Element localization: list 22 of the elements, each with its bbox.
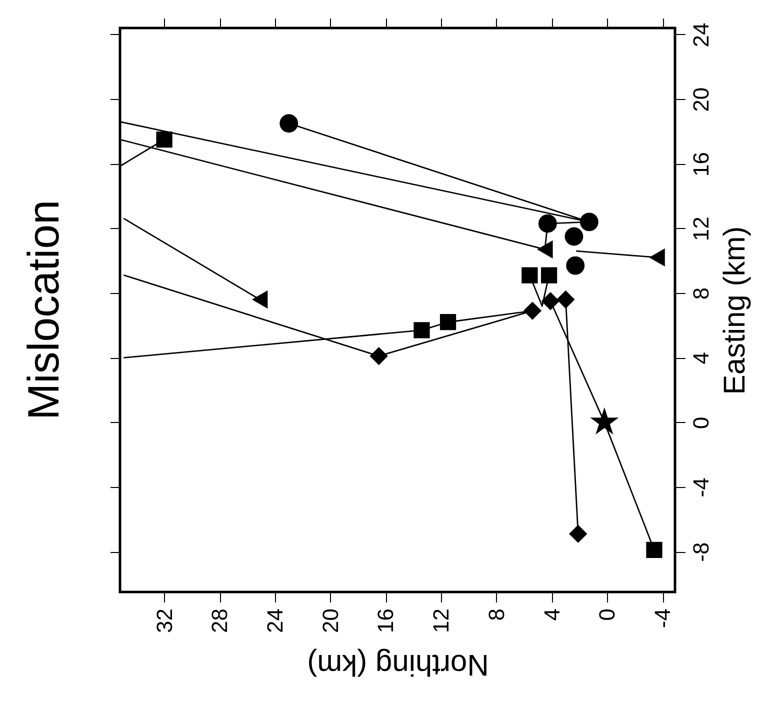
text: Mislocation [20,200,68,420]
y-tick-label: 16 [688,152,714,176]
x-tick-label: 32 [152,608,177,633]
y-tick-label: -4 [688,478,714,498]
y-axis-title: Easting (km) [718,226,752,395]
x-tick-label: -4 [650,608,676,628]
y-tick-label: -8 [688,542,714,562]
x-tick-label: 4 [539,608,564,621]
x-tick-label: 12 [428,608,454,633]
y-tick-label: 20 [688,87,714,112]
y-tick-label: 8 [688,287,714,300]
x-tick-label: 28 [207,608,232,633]
y-tick-label: 4 [688,352,714,364]
x-tick-label: 0 [594,608,620,621]
y-tick-label: 0 [688,416,714,429]
y-tick-label: 24 [688,22,714,48]
x-tick-label: 20 [318,608,343,633]
x-tick-label: 8 [484,608,509,621]
x-tick-label: 16 [373,608,398,633]
x-tick-label: 24 [262,608,288,633]
y-tick-label: 12 [688,216,714,242]
x-axis-title: Northing (km) [307,648,489,681]
